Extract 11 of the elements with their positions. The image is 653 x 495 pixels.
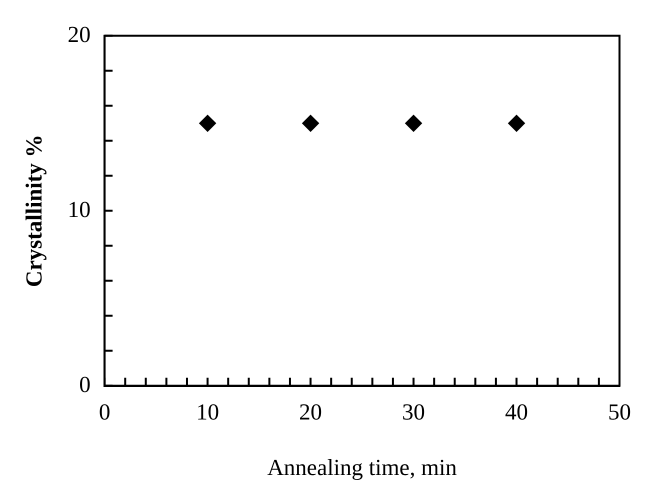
- y-axis-title: Crystallinity %: [22, 134, 47, 288]
- x-tick-label: 40: [505, 400, 528, 425]
- x-axis-title: Annealing time, min: [267, 455, 458, 480]
- y-tick-label: 20: [68, 22, 91, 47]
- x-tick-label: 50: [608, 400, 631, 425]
- y-tick-label: 0: [79, 372, 91, 397]
- x-tick-label: 30: [402, 400, 426, 425]
- x-tick-label: 0: [98, 400, 110, 425]
- x-tick-label: 10: [196, 400, 220, 425]
- y-tick-label: 10: [68, 196, 91, 222]
- x-tick-label: 20: [299, 400, 322, 425]
